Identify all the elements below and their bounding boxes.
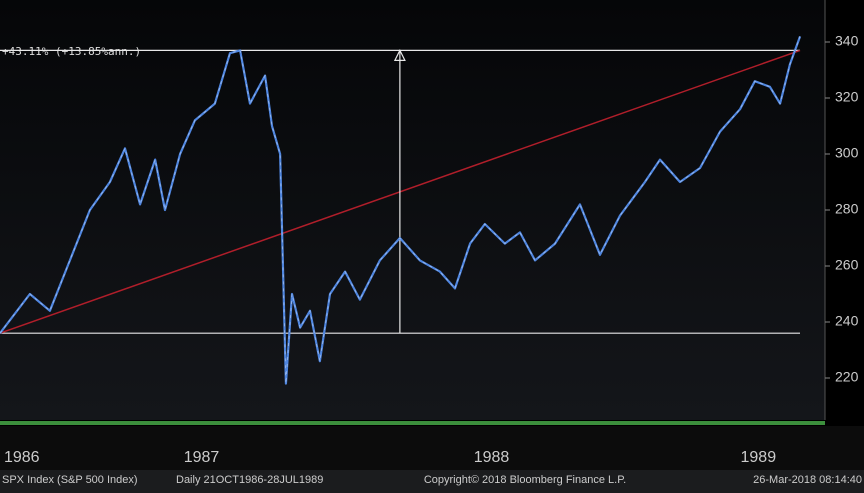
annotation: +43.11% (+13.85%ann.) — [2, 45, 141, 58]
footer-timestamp: 26-Mar-2018 08:14:40 — [753, 474, 862, 486]
y-tick-label: 300 — [835, 145, 859, 161]
y-tick-label: 280 — [835, 201, 859, 217]
x-tick-label: 1987 — [184, 449, 220, 466]
footer-period: Daily 21OCT1986-28JUL1989 — [176, 474, 323, 486]
footer-ticker: SPX Index (S&P 500 Index) — [2, 474, 138, 486]
y-tick-label: 320 — [835, 89, 859, 105]
plot-area — [0, 0, 825, 420]
y-tick-label: 220 — [835, 369, 859, 385]
x-tick-label: 1989 — [741, 449, 777, 466]
arrow-head — [393, 49, 406, 62]
axis-strip — [0, 421, 825, 425]
y-axis-area — [825, 0, 864, 430]
x-tick-label: 1986 — [4, 449, 40, 466]
x-axis-area — [0, 426, 864, 470]
price-line-highlight — [0, 36, 801, 384]
footer-copyright: Copyright© 2018 Bloomberg Finance L.P. — [424, 474, 626, 486]
y-tick-label: 260 — [835, 257, 859, 273]
y-tick-label: 340 — [835, 33, 859, 49]
footer-bar — [0, 470, 864, 493]
y-tick-label: 240 — [835, 313, 859, 329]
price-line — [0, 36, 802, 385]
x-tick-label: 1988 — [474, 449, 510, 466]
